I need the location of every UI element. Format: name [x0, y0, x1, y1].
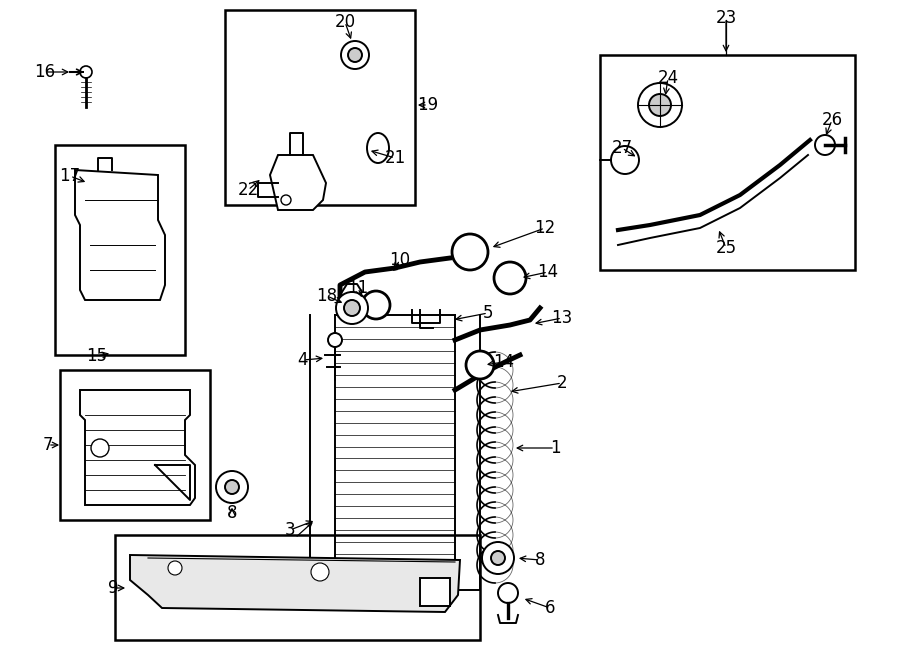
Text: 1: 1	[550, 439, 561, 457]
Text: 13: 13	[552, 309, 572, 327]
Circle shape	[815, 135, 835, 155]
Circle shape	[482, 542, 514, 574]
Polygon shape	[130, 555, 460, 612]
Text: 3: 3	[284, 521, 295, 539]
Text: 6: 6	[544, 599, 555, 617]
Circle shape	[336, 292, 368, 324]
Text: 9: 9	[108, 579, 118, 597]
Text: 21: 21	[384, 149, 406, 167]
Text: 5: 5	[482, 304, 493, 322]
Text: 26: 26	[822, 111, 842, 129]
Circle shape	[638, 83, 682, 127]
Text: 25: 25	[716, 239, 736, 257]
Bar	[420, 578, 450, 606]
Ellipse shape	[367, 133, 389, 163]
Text: 7: 7	[43, 436, 53, 454]
Text: 4: 4	[298, 351, 308, 369]
Text: 8: 8	[535, 551, 545, 569]
Text: 8: 8	[227, 504, 238, 522]
Text: 14: 14	[493, 353, 515, 371]
Circle shape	[466, 351, 494, 379]
Circle shape	[649, 94, 671, 116]
Text: 16: 16	[34, 63, 56, 81]
Circle shape	[494, 262, 526, 294]
Bar	[225, 10, 415, 205]
Circle shape	[362, 291, 390, 319]
Polygon shape	[270, 155, 326, 210]
Circle shape	[216, 471, 248, 503]
Text: 17: 17	[59, 167, 81, 185]
Text: 11: 11	[347, 279, 369, 297]
Polygon shape	[80, 390, 195, 505]
Polygon shape	[75, 170, 165, 300]
Text: 27: 27	[611, 139, 633, 157]
Text: 19: 19	[418, 96, 438, 114]
Text: 20: 20	[335, 13, 356, 31]
Circle shape	[611, 146, 639, 174]
Circle shape	[344, 300, 360, 316]
Text: 15: 15	[86, 347, 108, 365]
Bar	[115, 535, 480, 640]
Circle shape	[341, 41, 369, 69]
Text: 12: 12	[535, 219, 555, 237]
Text: 10: 10	[390, 251, 410, 269]
Circle shape	[452, 234, 488, 270]
Bar	[60, 370, 210, 520]
Circle shape	[225, 480, 239, 494]
Circle shape	[80, 66, 92, 78]
Text: 14: 14	[537, 263, 559, 281]
Text: 23: 23	[716, 9, 736, 27]
Circle shape	[491, 551, 505, 565]
Circle shape	[281, 195, 291, 205]
Circle shape	[91, 439, 109, 457]
Text: 22: 22	[238, 181, 258, 199]
Bar	[55, 145, 185, 355]
Bar	[600, 55, 855, 270]
Text: 24: 24	[657, 69, 679, 87]
Circle shape	[328, 333, 342, 347]
Text: 18: 18	[317, 287, 338, 305]
Circle shape	[348, 48, 362, 62]
Circle shape	[311, 563, 329, 581]
Circle shape	[168, 561, 182, 575]
Circle shape	[498, 583, 518, 603]
Text: 2: 2	[557, 374, 567, 392]
